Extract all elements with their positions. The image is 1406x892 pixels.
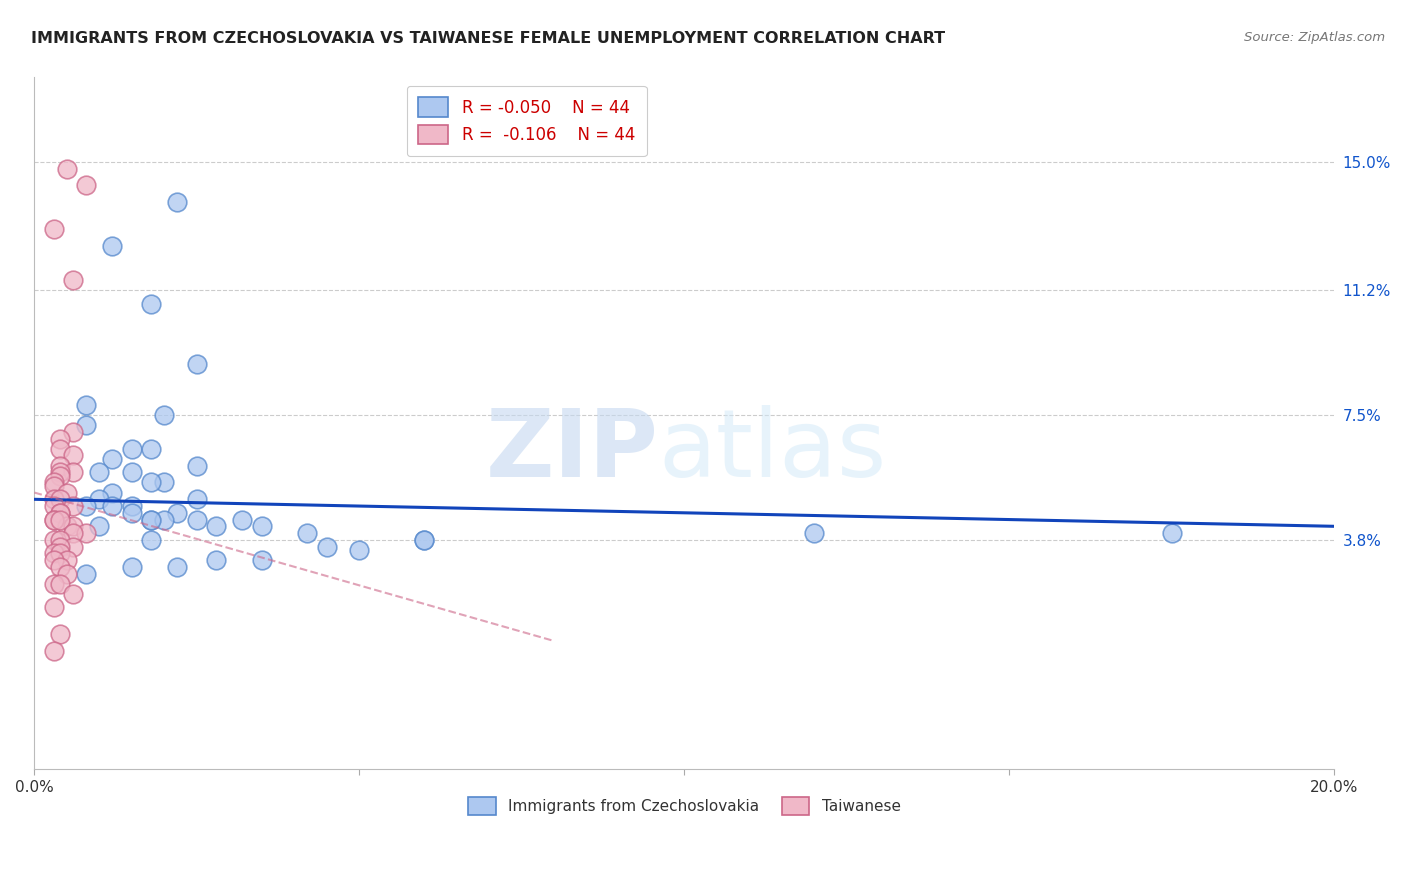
Point — [153, 512, 176, 526]
Point — [62, 499, 84, 513]
Point — [89, 465, 111, 479]
Point — [49, 442, 72, 456]
Point — [166, 506, 188, 520]
Legend: Immigrants from Czechoslovakia, Taiwanese: Immigrants from Czechoslovakia, Taiwanes… — [458, 788, 910, 824]
Point — [42, 553, 65, 567]
Point — [42, 546, 65, 560]
Point — [89, 519, 111, 533]
Point — [166, 559, 188, 574]
Point — [141, 533, 163, 547]
Point — [42, 475, 65, 490]
Point — [49, 627, 72, 641]
Point — [186, 512, 208, 526]
Point — [56, 553, 79, 567]
Point — [42, 512, 65, 526]
Point — [42, 512, 65, 526]
Point — [49, 468, 72, 483]
Point — [62, 465, 84, 479]
Point — [49, 546, 72, 560]
Point — [121, 465, 143, 479]
Point — [62, 425, 84, 439]
Point — [75, 566, 97, 581]
Text: Source: ZipAtlas.com: Source: ZipAtlas.com — [1244, 31, 1385, 45]
Point — [56, 161, 79, 176]
Point — [42, 600, 65, 615]
Point — [141, 512, 163, 526]
Point — [186, 492, 208, 507]
Point — [75, 178, 97, 193]
Point — [56, 485, 79, 500]
Point — [42, 576, 65, 591]
Point — [89, 492, 111, 507]
Point — [42, 533, 65, 547]
Point — [49, 465, 72, 479]
Point — [121, 442, 143, 456]
Point — [101, 239, 124, 253]
Point — [49, 512, 72, 526]
Point — [153, 475, 176, 490]
Text: ZIP: ZIP — [485, 405, 658, 497]
Point — [349, 543, 371, 558]
Text: atlas: atlas — [658, 405, 887, 497]
Point — [49, 458, 72, 473]
Point — [49, 506, 72, 520]
Point — [75, 526, 97, 541]
Point — [413, 533, 436, 547]
Point — [49, 506, 72, 520]
Point — [42, 499, 65, 513]
Point — [42, 479, 65, 493]
Point — [166, 195, 188, 210]
Point — [186, 458, 208, 473]
Point — [315, 540, 337, 554]
Point — [101, 451, 124, 466]
Point — [62, 540, 84, 554]
Point — [49, 559, 72, 574]
Point — [75, 499, 97, 513]
Point — [231, 512, 253, 526]
Point — [297, 526, 319, 541]
Point — [56, 566, 79, 581]
Point — [205, 553, 228, 567]
Point — [1160, 526, 1182, 541]
Point — [141, 442, 163, 456]
Point — [141, 296, 163, 310]
Point — [62, 273, 84, 287]
Point — [49, 540, 72, 554]
Point — [121, 499, 143, 513]
Point — [42, 222, 65, 236]
Point — [413, 533, 436, 547]
Point — [250, 519, 273, 533]
Point — [49, 576, 72, 591]
Text: IMMIGRANTS FROM CZECHOSLOVAKIA VS TAIWANESE FEMALE UNEMPLOYMENT CORRELATION CHAR: IMMIGRANTS FROM CZECHOSLOVAKIA VS TAIWAN… — [31, 31, 945, 46]
Point — [205, 519, 228, 533]
Point — [250, 553, 273, 567]
Point — [101, 485, 124, 500]
Point — [101, 499, 124, 513]
Point — [62, 519, 84, 533]
Point — [49, 492, 72, 507]
Point — [75, 398, 97, 412]
Point — [49, 432, 72, 446]
Point — [803, 526, 825, 541]
Point — [49, 533, 72, 547]
Point — [62, 526, 84, 541]
Point — [153, 408, 176, 422]
Point — [186, 357, 208, 371]
Point — [141, 475, 163, 490]
Point — [121, 559, 143, 574]
Point — [62, 449, 84, 463]
Point — [141, 512, 163, 526]
Point — [75, 418, 97, 433]
Point — [121, 506, 143, 520]
Point — [42, 492, 65, 507]
Point — [42, 644, 65, 658]
Point — [62, 587, 84, 601]
Point — [56, 519, 79, 533]
